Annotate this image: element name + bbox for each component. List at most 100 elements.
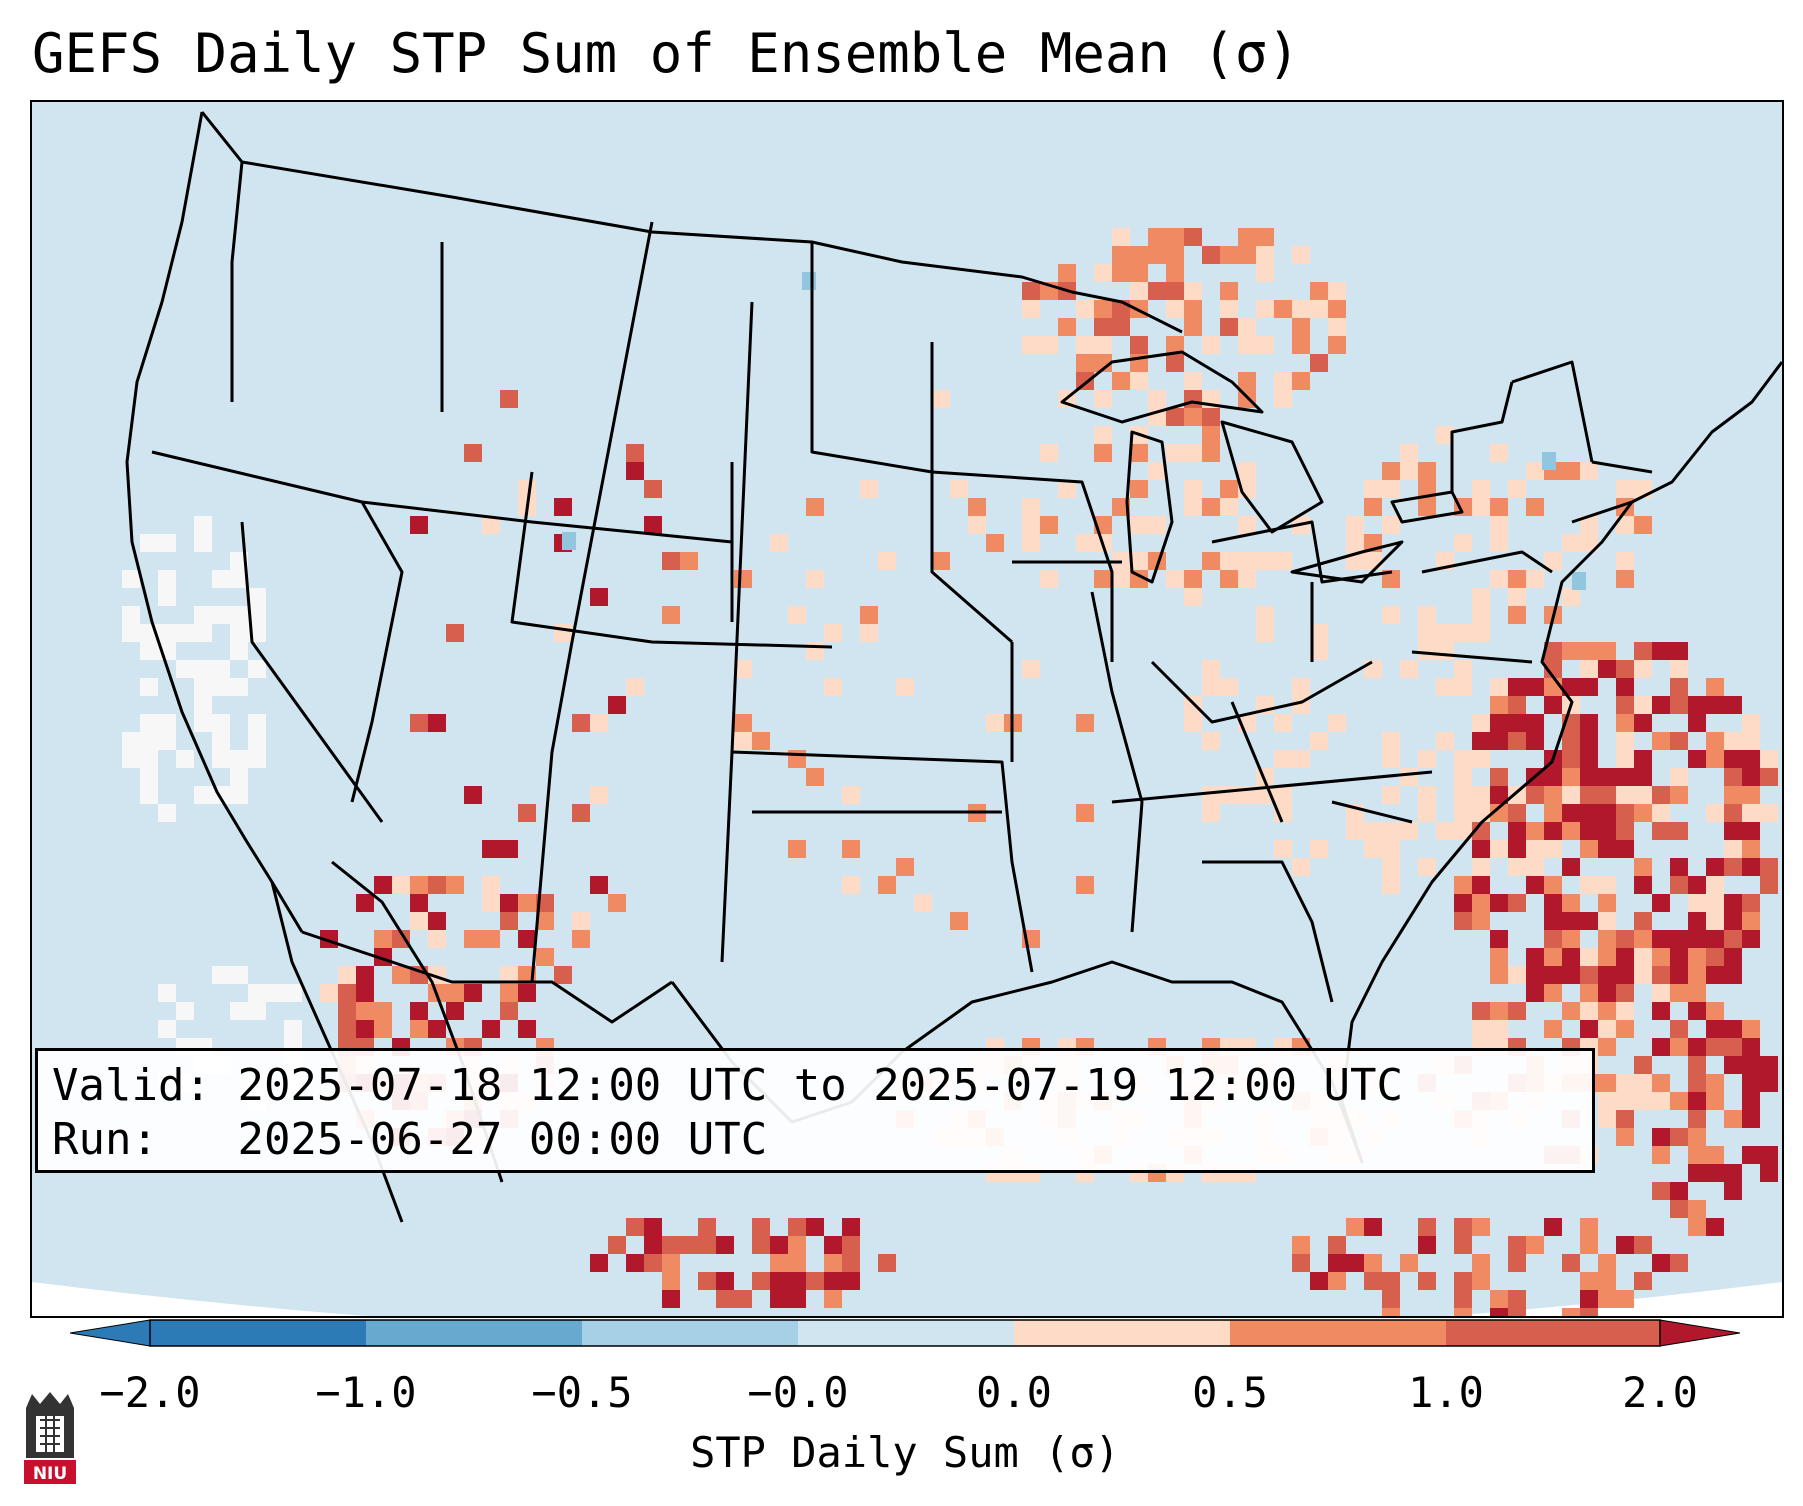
stp-cell bbox=[1562, 786, 1580, 804]
stp-cell bbox=[1490, 930, 1508, 948]
stp-cell bbox=[1490, 840, 1508, 858]
stp-cell bbox=[1706, 1002, 1724, 1020]
stp-cell bbox=[176, 660, 194, 678]
stp-cell bbox=[860, 624, 878, 642]
stp-cell bbox=[1076, 300, 1094, 318]
stp-cell bbox=[1274, 552, 1292, 570]
colorbar-tick-neg2: −2.0 bbox=[99, 1368, 201, 1417]
niu-logo: NIU bbox=[24, 1392, 76, 1484]
stp-cell bbox=[1544, 822, 1562, 840]
stp-cell bbox=[410, 1020, 428, 1038]
stp-cell bbox=[1706, 1020, 1724, 1038]
stp-cell bbox=[1346, 1254, 1364, 1272]
stp-cell bbox=[752, 1272, 770, 1290]
stp-cell bbox=[770, 1236, 788, 1254]
stp-cell bbox=[1472, 624, 1490, 642]
stp-cell bbox=[680, 1236, 698, 1254]
stp-cell bbox=[356, 894, 374, 912]
stp-cell bbox=[644, 1236, 662, 1254]
stp-cell bbox=[1076, 876, 1094, 894]
stp-cell bbox=[1202, 336, 1220, 354]
stp-cell bbox=[1616, 552, 1634, 570]
stp-cell bbox=[1688, 1074, 1706, 1092]
stp-cell bbox=[662, 552, 680, 570]
stp-cell bbox=[482, 930, 500, 948]
stp-cell bbox=[1616, 822, 1634, 840]
stp-cell bbox=[284, 984, 302, 1002]
stp-cell bbox=[1454, 1308, 1472, 1316]
stp-cell bbox=[1688, 1056, 1706, 1074]
stp-cell bbox=[1292, 318, 1310, 336]
stp-cell bbox=[1076, 714, 1094, 732]
stp-cell bbox=[1382, 732, 1400, 750]
stp-cell bbox=[1580, 462, 1598, 480]
stp-cell bbox=[1382, 606, 1400, 624]
stp-cell bbox=[1418, 786, 1436, 804]
stp-cell bbox=[464, 786, 482, 804]
stp-cell bbox=[194, 660, 212, 678]
stp-cell bbox=[1202, 804, 1220, 822]
stp-cell bbox=[1580, 1236, 1598, 1254]
stp-cell bbox=[230, 1002, 248, 1020]
stp-cell bbox=[230, 606, 248, 624]
stp-cell bbox=[374, 876, 392, 894]
stp-cell bbox=[1112, 318, 1130, 336]
stp-cell bbox=[1616, 1002, 1634, 1020]
stp-cell bbox=[1598, 1272, 1616, 1290]
stp-cell bbox=[1148, 228, 1166, 246]
stp-cell bbox=[1562, 1002, 1580, 1020]
stp-cell bbox=[1526, 840, 1544, 858]
stp-cell bbox=[1508, 786, 1526, 804]
stp-cell bbox=[626, 462, 644, 480]
stp-cell bbox=[1112, 498, 1130, 516]
stp-cell bbox=[1364, 480, 1382, 498]
stp-cell bbox=[1742, 1038, 1760, 1056]
stp-cell bbox=[1346, 1218, 1364, 1236]
stp-cell bbox=[374, 1020, 392, 1038]
stp-cell bbox=[572, 912, 590, 930]
stp-cell bbox=[1490, 966, 1508, 984]
stp-cell bbox=[1652, 1128, 1670, 1146]
stp-cell bbox=[158, 984, 176, 1002]
stp-cell bbox=[1580, 912, 1598, 930]
stp-cell bbox=[1094, 264, 1112, 282]
stp-cell bbox=[1616, 714, 1634, 732]
colorbar-tick-2: 2.0 bbox=[1622, 1368, 1698, 1417]
colorbar-bin-neg0-0 bbox=[798, 1320, 1014, 1346]
stp-cell bbox=[1706, 876, 1724, 894]
stp-cell bbox=[842, 786, 860, 804]
stp-cell bbox=[1508, 804, 1526, 822]
stp-cell bbox=[1598, 876, 1616, 894]
stp-cell bbox=[1130, 372, 1148, 390]
stp-cell bbox=[1256, 552, 1274, 570]
stp-cell bbox=[806, 570, 824, 588]
stp-cell bbox=[1166, 228, 1184, 246]
stp-cell bbox=[1202, 408, 1220, 426]
stp-cell bbox=[1652, 1074, 1670, 1092]
stp-cell bbox=[1580, 948, 1598, 966]
stp-cell bbox=[1616, 930, 1634, 948]
stp-cell bbox=[842, 1236, 860, 1254]
stp-cell bbox=[1076, 336, 1094, 354]
stp-cell bbox=[1112, 570, 1130, 588]
stp-cell bbox=[158, 588, 176, 606]
stp-cell bbox=[356, 1002, 374, 1020]
stp-cell bbox=[1562, 858, 1580, 876]
stp-cell bbox=[1688, 1002, 1706, 1020]
stp-cell bbox=[230, 786, 248, 804]
stp-cell bbox=[1526, 1236, 1544, 1254]
stp-cell bbox=[734, 660, 752, 678]
stp-cell bbox=[1724, 948, 1742, 966]
stp-cell bbox=[1166, 282, 1184, 300]
stp-cell bbox=[1724, 804, 1742, 822]
stp-cell bbox=[1382, 840, 1400, 858]
stp-cell bbox=[806, 642, 824, 660]
stp-cell bbox=[176, 624, 194, 642]
stp-cell bbox=[248, 1002, 266, 1020]
stp-cell bbox=[626, 1254, 644, 1272]
lake-ontario bbox=[1390, 490, 1464, 524]
stp-cell bbox=[554, 624, 572, 642]
stp-cell bbox=[1220, 570, 1238, 588]
stp-cell bbox=[1256, 606, 1274, 624]
stp-cell bbox=[1616, 1128, 1634, 1146]
